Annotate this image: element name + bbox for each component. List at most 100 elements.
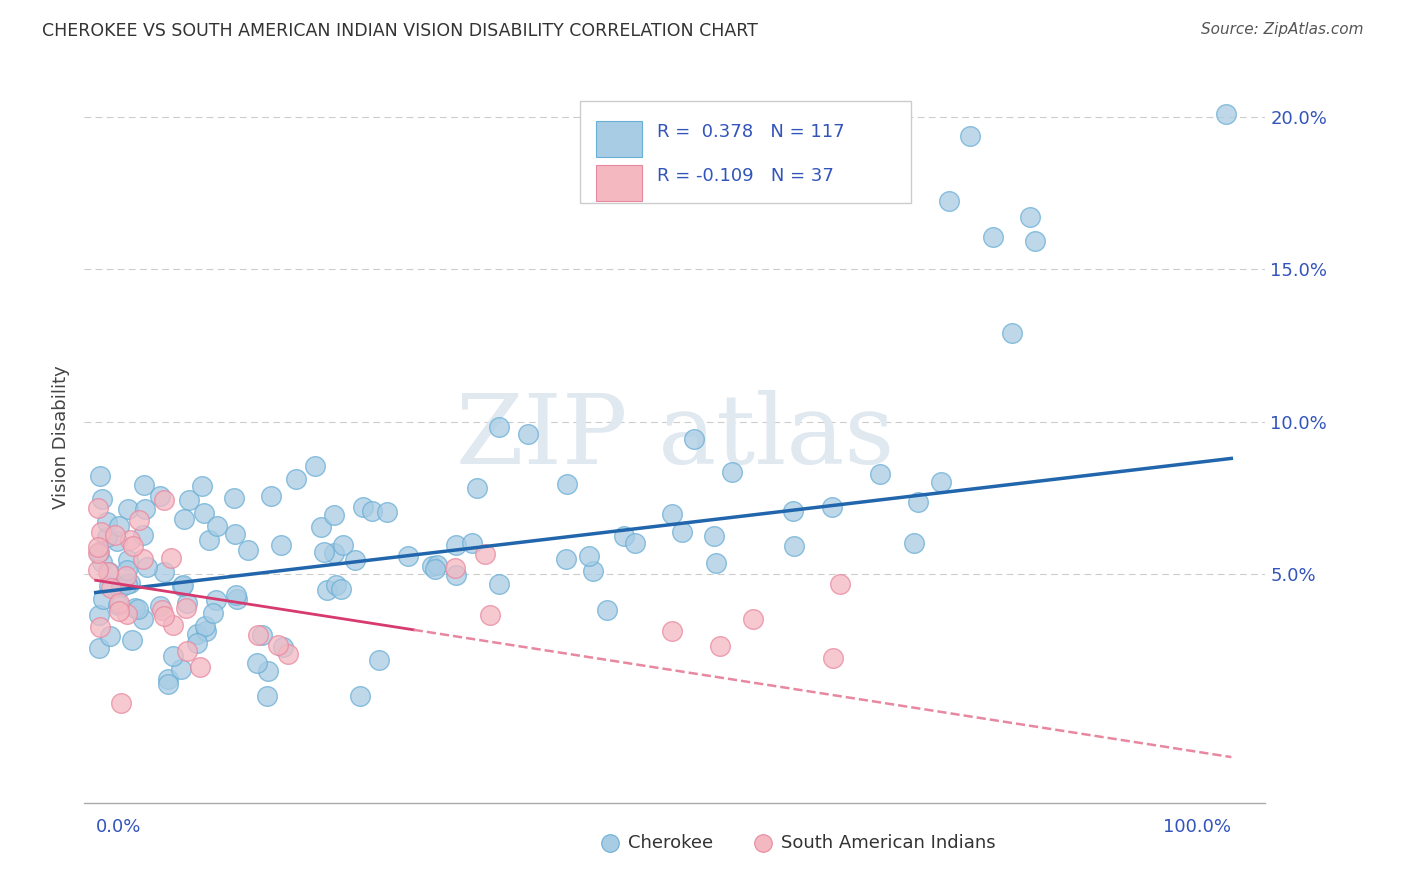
Point bbox=[257, 664, 280, 678]
Point bbox=[172, 577, 194, 591]
Point bbox=[162, 617, 184, 632]
Point bbox=[114, 569, 136, 583]
Text: ZIP atlas: ZIP atlas bbox=[456, 390, 894, 484]
Point bbox=[186, 636, 208, 650]
Point bbox=[352, 500, 374, 515]
Point bbox=[782, 504, 804, 518]
Point bbox=[128, 513, 150, 527]
Point bbox=[194, 619, 217, 633]
Point bbox=[90, 491, 112, 506]
Point bbox=[256, 689, 278, 703]
Point bbox=[423, 562, 446, 576]
Point bbox=[315, 582, 337, 597]
Point bbox=[332, 538, 354, 552]
Point bbox=[1001, 326, 1024, 340]
Point bbox=[205, 519, 228, 533]
Point bbox=[105, 534, 128, 549]
Point bbox=[271, 640, 294, 655]
Point bbox=[277, 648, 299, 662]
Point bbox=[172, 579, 194, 593]
Point bbox=[134, 502, 156, 516]
Point bbox=[578, 549, 600, 563]
Point bbox=[344, 553, 367, 567]
Text: CHEROKEE VS SOUTH AMERICAN INDIAN VISION DISABILITY CORRELATION CHART: CHEROKEE VS SOUTH AMERICAN INDIAN VISION… bbox=[42, 22, 758, 40]
Point bbox=[96, 515, 118, 529]
Point bbox=[959, 129, 981, 144]
Point bbox=[367, 653, 389, 667]
Point bbox=[322, 546, 344, 560]
Point bbox=[188, 660, 211, 674]
Point bbox=[222, 491, 245, 505]
Point bbox=[250, 628, 273, 642]
Point bbox=[91, 555, 114, 569]
Point bbox=[823, 651, 845, 665]
Point bbox=[246, 656, 269, 670]
Point bbox=[87, 607, 111, 622]
Point bbox=[98, 629, 121, 643]
Point bbox=[90, 524, 112, 539]
Point bbox=[91, 591, 114, 606]
Point bbox=[120, 533, 142, 547]
FancyBboxPatch shape bbox=[596, 165, 641, 201]
Point bbox=[132, 528, 155, 542]
Point bbox=[124, 601, 146, 615]
Point bbox=[830, 576, 852, 591]
Point bbox=[87, 563, 110, 577]
Point bbox=[100, 582, 122, 596]
Point bbox=[595, 603, 617, 617]
Point bbox=[479, 608, 502, 623]
Point bbox=[704, 556, 727, 570]
Point bbox=[938, 194, 960, 208]
Point bbox=[624, 536, 647, 550]
Point bbox=[121, 539, 143, 553]
FancyBboxPatch shape bbox=[581, 101, 911, 203]
Point bbox=[869, 467, 891, 481]
Point bbox=[516, 427, 538, 442]
Point bbox=[96, 530, 118, 544]
Point bbox=[682, 432, 704, 446]
Point bbox=[118, 575, 141, 590]
Text: R =  0.378   N = 117: R = 0.378 N = 117 bbox=[657, 123, 845, 141]
Point bbox=[555, 552, 578, 566]
Point bbox=[153, 608, 176, 623]
Point bbox=[149, 599, 172, 613]
Point bbox=[488, 419, 510, 434]
Text: 0.0%: 0.0% bbox=[96, 818, 141, 836]
Point bbox=[426, 558, 449, 572]
Point bbox=[309, 519, 332, 533]
Point bbox=[270, 537, 292, 551]
Point bbox=[703, 529, 725, 543]
Point bbox=[461, 535, 484, 549]
Point bbox=[132, 611, 155, 625]
Point bbox=[224, 526, 246, 541]
Point bbox=[153, 566, 176, 580]
Point bbox=[177, 493, 200, 508]
Point bbox=[361, 504, 384, 518]
Text: South American Indians: South American Indians bbox=[782, 834, 995, 852]
Point bbox=[121, 632, 143, 647]
Point bbox=[202, 606, 225, 620]
Point bbox=[709, 639, 731, 653]
Point bbox=[104, 528, 127, 542]
Point bbox=[225, 588, 247, 602]
Point bbox=[323, 508, 346, 522]
Point bbox=[1024, 234, 1046, 248]
Point bbox=[107, 596, 129, 610]
Point bbox=[193, 506, 215, 520]
Point bbox=[149, 489, 172, 503]
Point bbox=[108, 604, 131, 618]
Point bbox=[821, 500, 844, 515]
Point bbox=[194, 624, 217, 639]
Point bbox=[582, 564, 605, 578]
Point bbox=[1018, 211, 1040, 225]
Point bbox=[444, 567, 467, 582]
Point bbox=[267, 638, 290, 652]
Point bbox=[117, 502, 139, 516]
Point bbox=[110, 696, 132, 710]
Point bbox=[135, 560, 157, 574]
Point bbox=[91, 887, 114, 892]
Point bbox=[284, 471, 307, 485]
Point bbox=[176, 596, 198, 610]
Point bbox=[107, 598, 129, 612]
Text: 100.0%: 100.0% bbox=[1163, 818, 1232, 836]
